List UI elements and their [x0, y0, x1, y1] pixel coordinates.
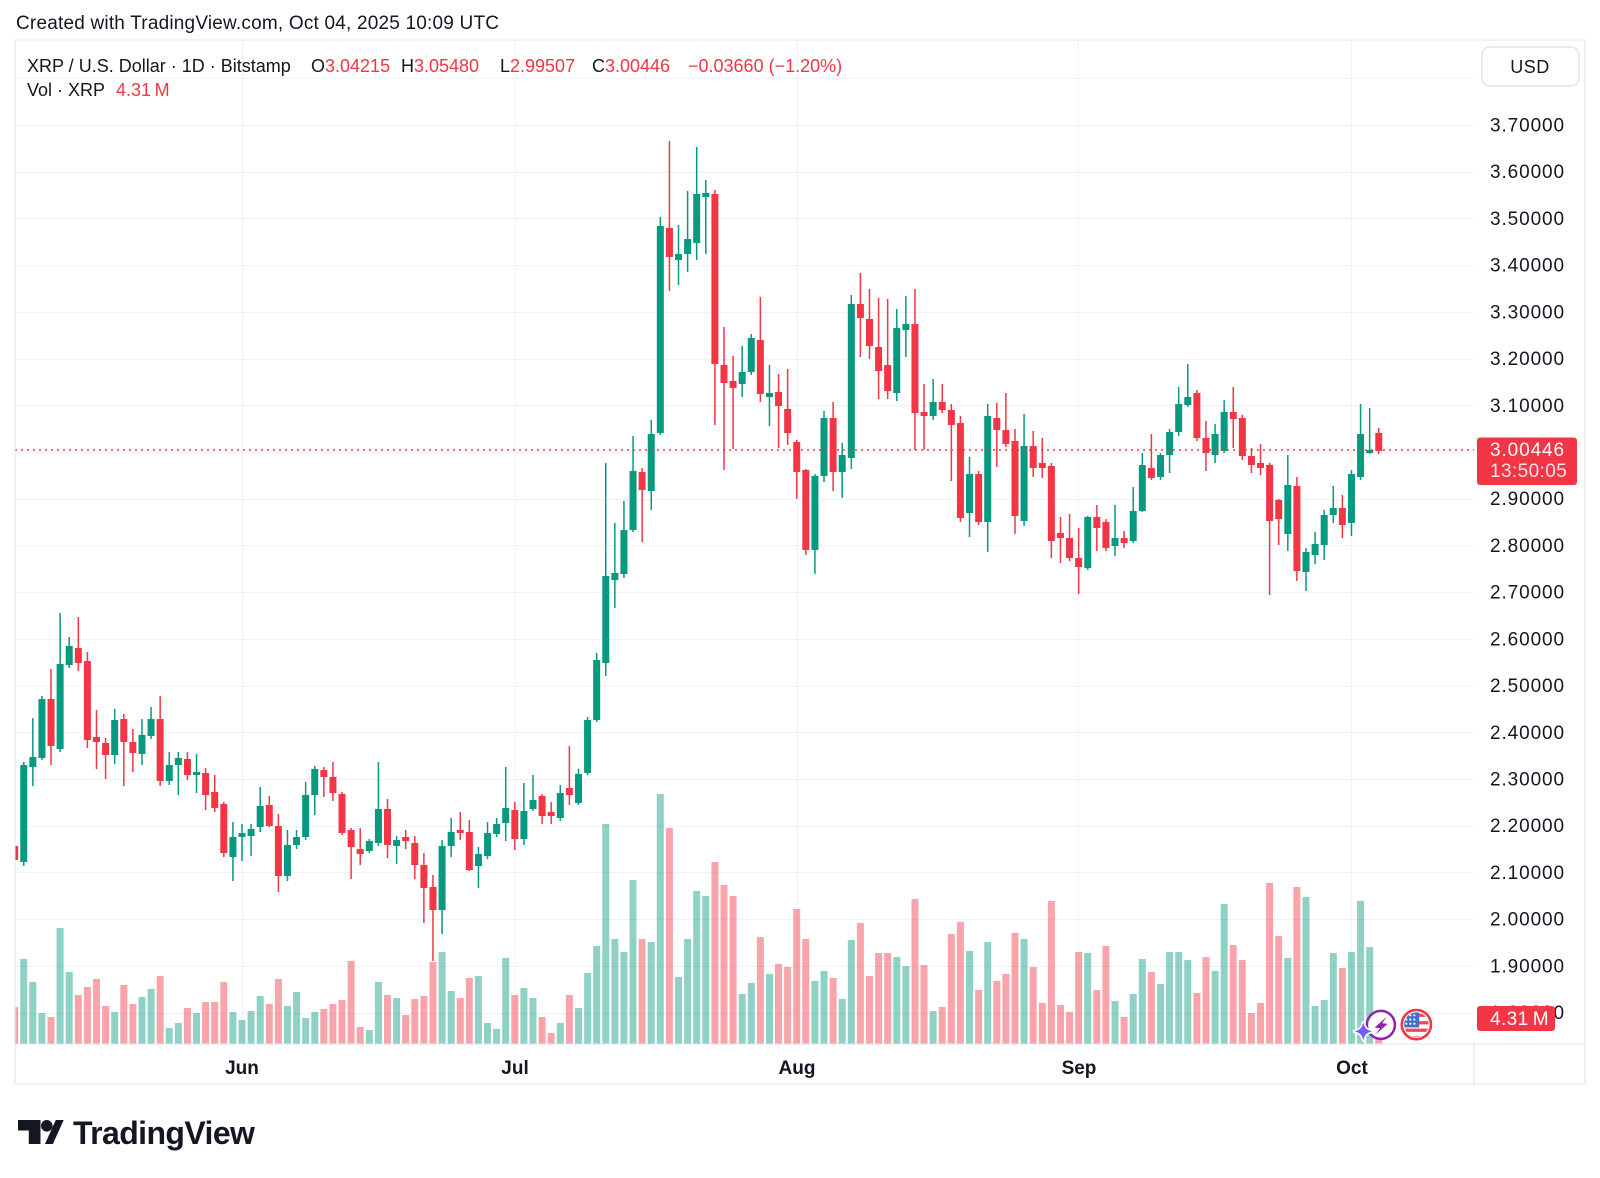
svg-text:Jun: Jun — [225, 1058, 259, 1079]
svg-text:3.30000: 3.30000 — [1490, 302, 1565, 323]
svg-text:2.00000: 2.00000 — [1490, 910, 1565, 931]
svg-text:Aug: Aug — [779, 1058, 816, 1079]
svg-text:3.70000: 3.70000 — [1490, 116, 1565, 137]
svg-text:Oct: Oct — [1336, 1058, 1368, 1079]
svg-text:2.70000: 2.70000 — [1490, 583, 1565, 604]
svg-text:Jul: Jul — [501, 1058, 528, 1079]
svg-text:2.50000: 2.50000 — [1490, 676, 1565, 697]
svg-text:3.10000: 3.10000 — [1490, 396, 1565, 417]
svg-text:TradingView: TradingView — [73, 1115, 255, 1151]
svg-text:3.40000: 3.40000 — [1490, 256, 1565, 277]
svg-text:2.30000: 2.30000 — [1490, 770, 1565, 791]
svg-text:USD: USD — [1510, 57, 1550, 77]
svg-text:2.10000: 2.10000 — [1490, 863, 1565, 884]
svg-text:1.90000: 1.90000 — [1490, 956, 1565, 977]
svg-text:2.20000: 2.20000 — [1490, 816, 1565, 837]
svg-text:2.80000: 2.80000 — [1490, 536, 1565, 557]
svg-text:13:50:05: 13:50:05 — [1490, 461, 1567, 482]
svg-text:3.20000: 3.20000 — [1490, 349, 1565, 370]
svg-text:2.90000: 2.90000 — [1490, 489, 1565, 510]
svg-text:3.60000: 3.60000 — [1490, 162, 1565, 183]
svg-text:2.40000: 2.40000 — [1490, 723, 1565, 744]
svg-text:3.00446: 3.00446 — [1490, 440, 1565, 461]
svg-text:Sep: Sep — [1062, 1058, 1097, 1079]
svg-text:2.60000: 2.60000 — [1490, 629, 1565, 650]
svg-text:4.31 M: 4.31 M — [1490, 1009, 1549, 1030]
svg-text:3.50000: 3.50000 — [1490, 209, 1565, 230]
